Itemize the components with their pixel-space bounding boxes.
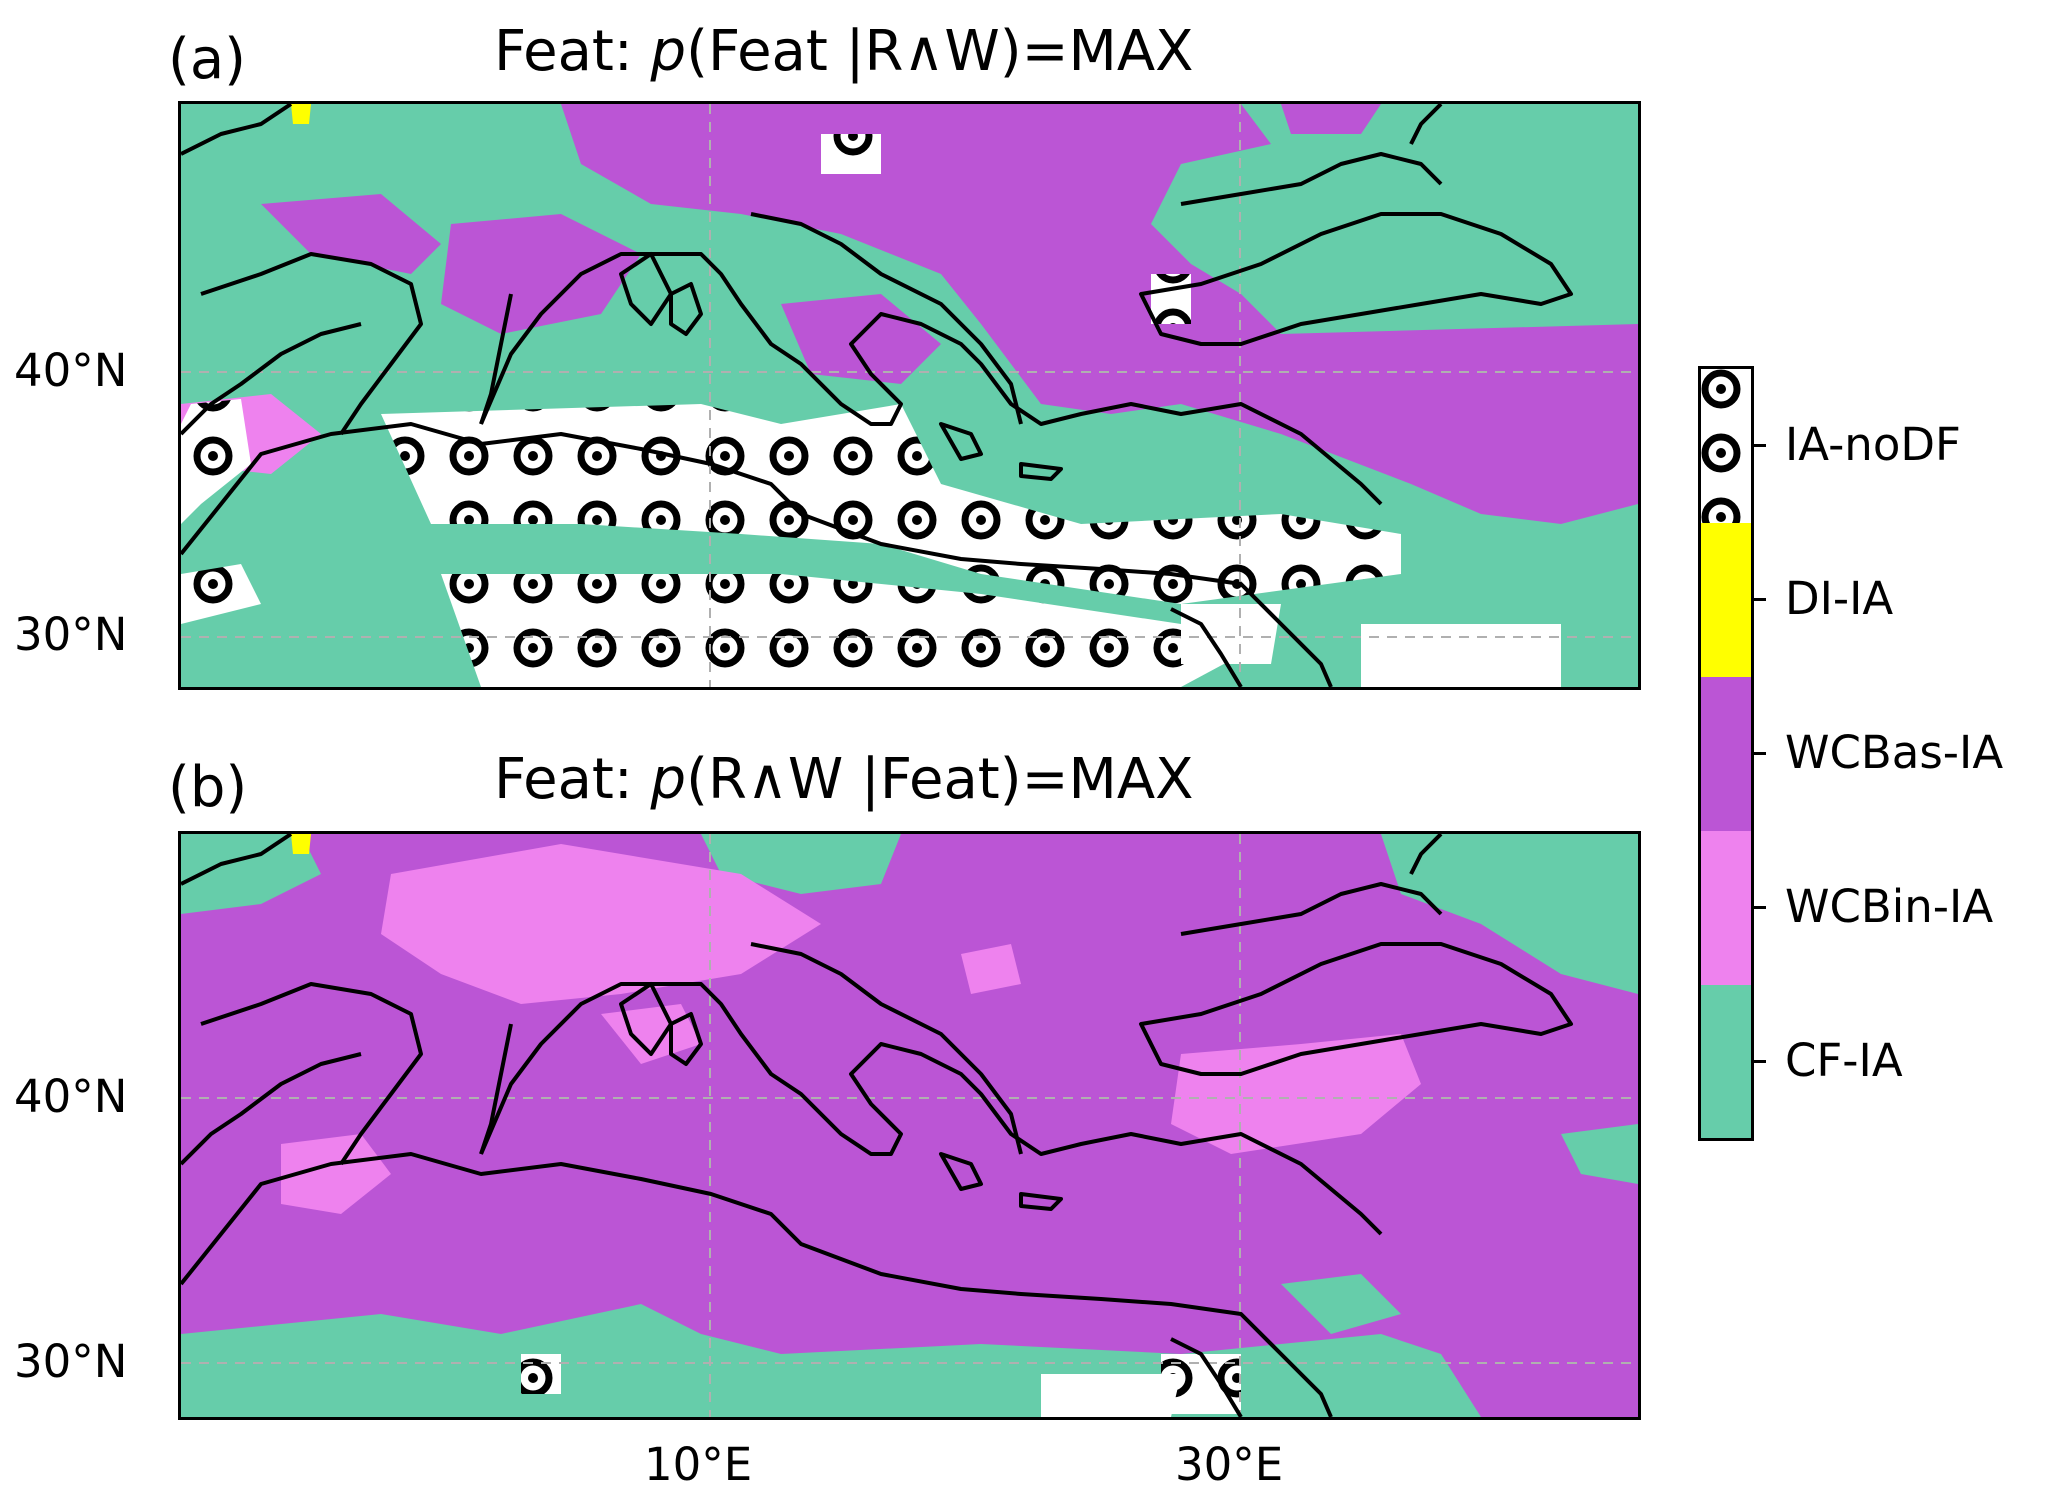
colorbar-tick-3: [1754, 752, 1766, 755]
panel-b-lat-tick-40: 40°N: [14, 1070, 128, 1123]
colorbar-label-wcbin-ia: WCBin-IA: [1785, 880, 1994, 933]
panel-a-title: Feat: p(Feat |R∧W)=MAX: [494, 24, 1194, 80]
panel-b-title-p: p: [650, 747, 687, 812]
colorbar-swatch-wcbas-ia: [1701, 677, 1751, 831]
lon-tick-10e: 10°E: [644, 1438, 753, 1491]
colorbar-tick-2: [1754, 598, 1766, 601]
panel-a-coastlines: [181, 104, 1573, 687]
panel-b-title: Feat: p(R∧W |Feat)=MAX: [494, 752, 1194, 808]
panel-a-lat-tick-30: 30°N: [14, 608, 128, 661]
panel-b-label: (b): [168, 755, 248, 820]
colorbar-label-wcbas-ia: WCBas-IA: [1785, 726, 2004, 779]
panel-b-title-suffix: (R∧W |Feat)=MAX: [686, 747, 1194, 812]
colorbar-label-cf-ia: CF-IA: [1785, 1034, 1903, 1087]
panel-a-title-suffix: (Feat |R∧W)=MAX: [686, 19, 1194, 84]
colorbar-swatch-cf-ia: [1701, 985, 1751, 1138]
colorbar-swatch-di-ia: [1701, 523, 1751, 677]
colorbar-tick-1: [1754, 444, 1766, 447]
panel-b-title-prefix: Feat:: [494, 747, 651, 812]
colorbar-swatch-wcbin-ia: [1701, 831, 1751, 985]
panel-a-title-prefix: Feat:: [494, 19, 651, 84]
colorbar-label-di-ia: DI-IA: [1785, 572, 1894, 625]
lon-tick-30e: 30°E: [1175, 1438, 1284, 1491]
colorbar-tick-5: [1754, 1060, 1766, 1063]
colorbar-tick-4: [1754, 906, 1766, 909]
colorbar: [1698, 366, 1754, 1141]
panel-a-lat-tick-40: 40°N: [14, 344, 128, 397]
panel-b-fields: [181, 834, 1638, 1417]
panel-b-lat-tick-30: 30°N: [14, 1335, 128, 1388]
panel-a-label: (a): [168, 27, 247, 92]
panel-a-fields: [181, 104, 1638, 687]
colorbar-swatch-ia-nodf: [1701, 369, 1751, 523]
panel-a-title-p: p: [650, 19, 687, 84]
panel-a-gridlines: [181, 104, 1638, 687]
panel-b-coastlines: [181, 834, 1573, 1417]
panel-b-gridlines: [181, 834, 1638, 1417]
colorbar-label-ia-nodf: IA-noDF: [1785, 418, 1961, 471]
map-panel-a: [178, 101, 1641, 690]
map-panel-b: [178, 831, 1641, 1420]
